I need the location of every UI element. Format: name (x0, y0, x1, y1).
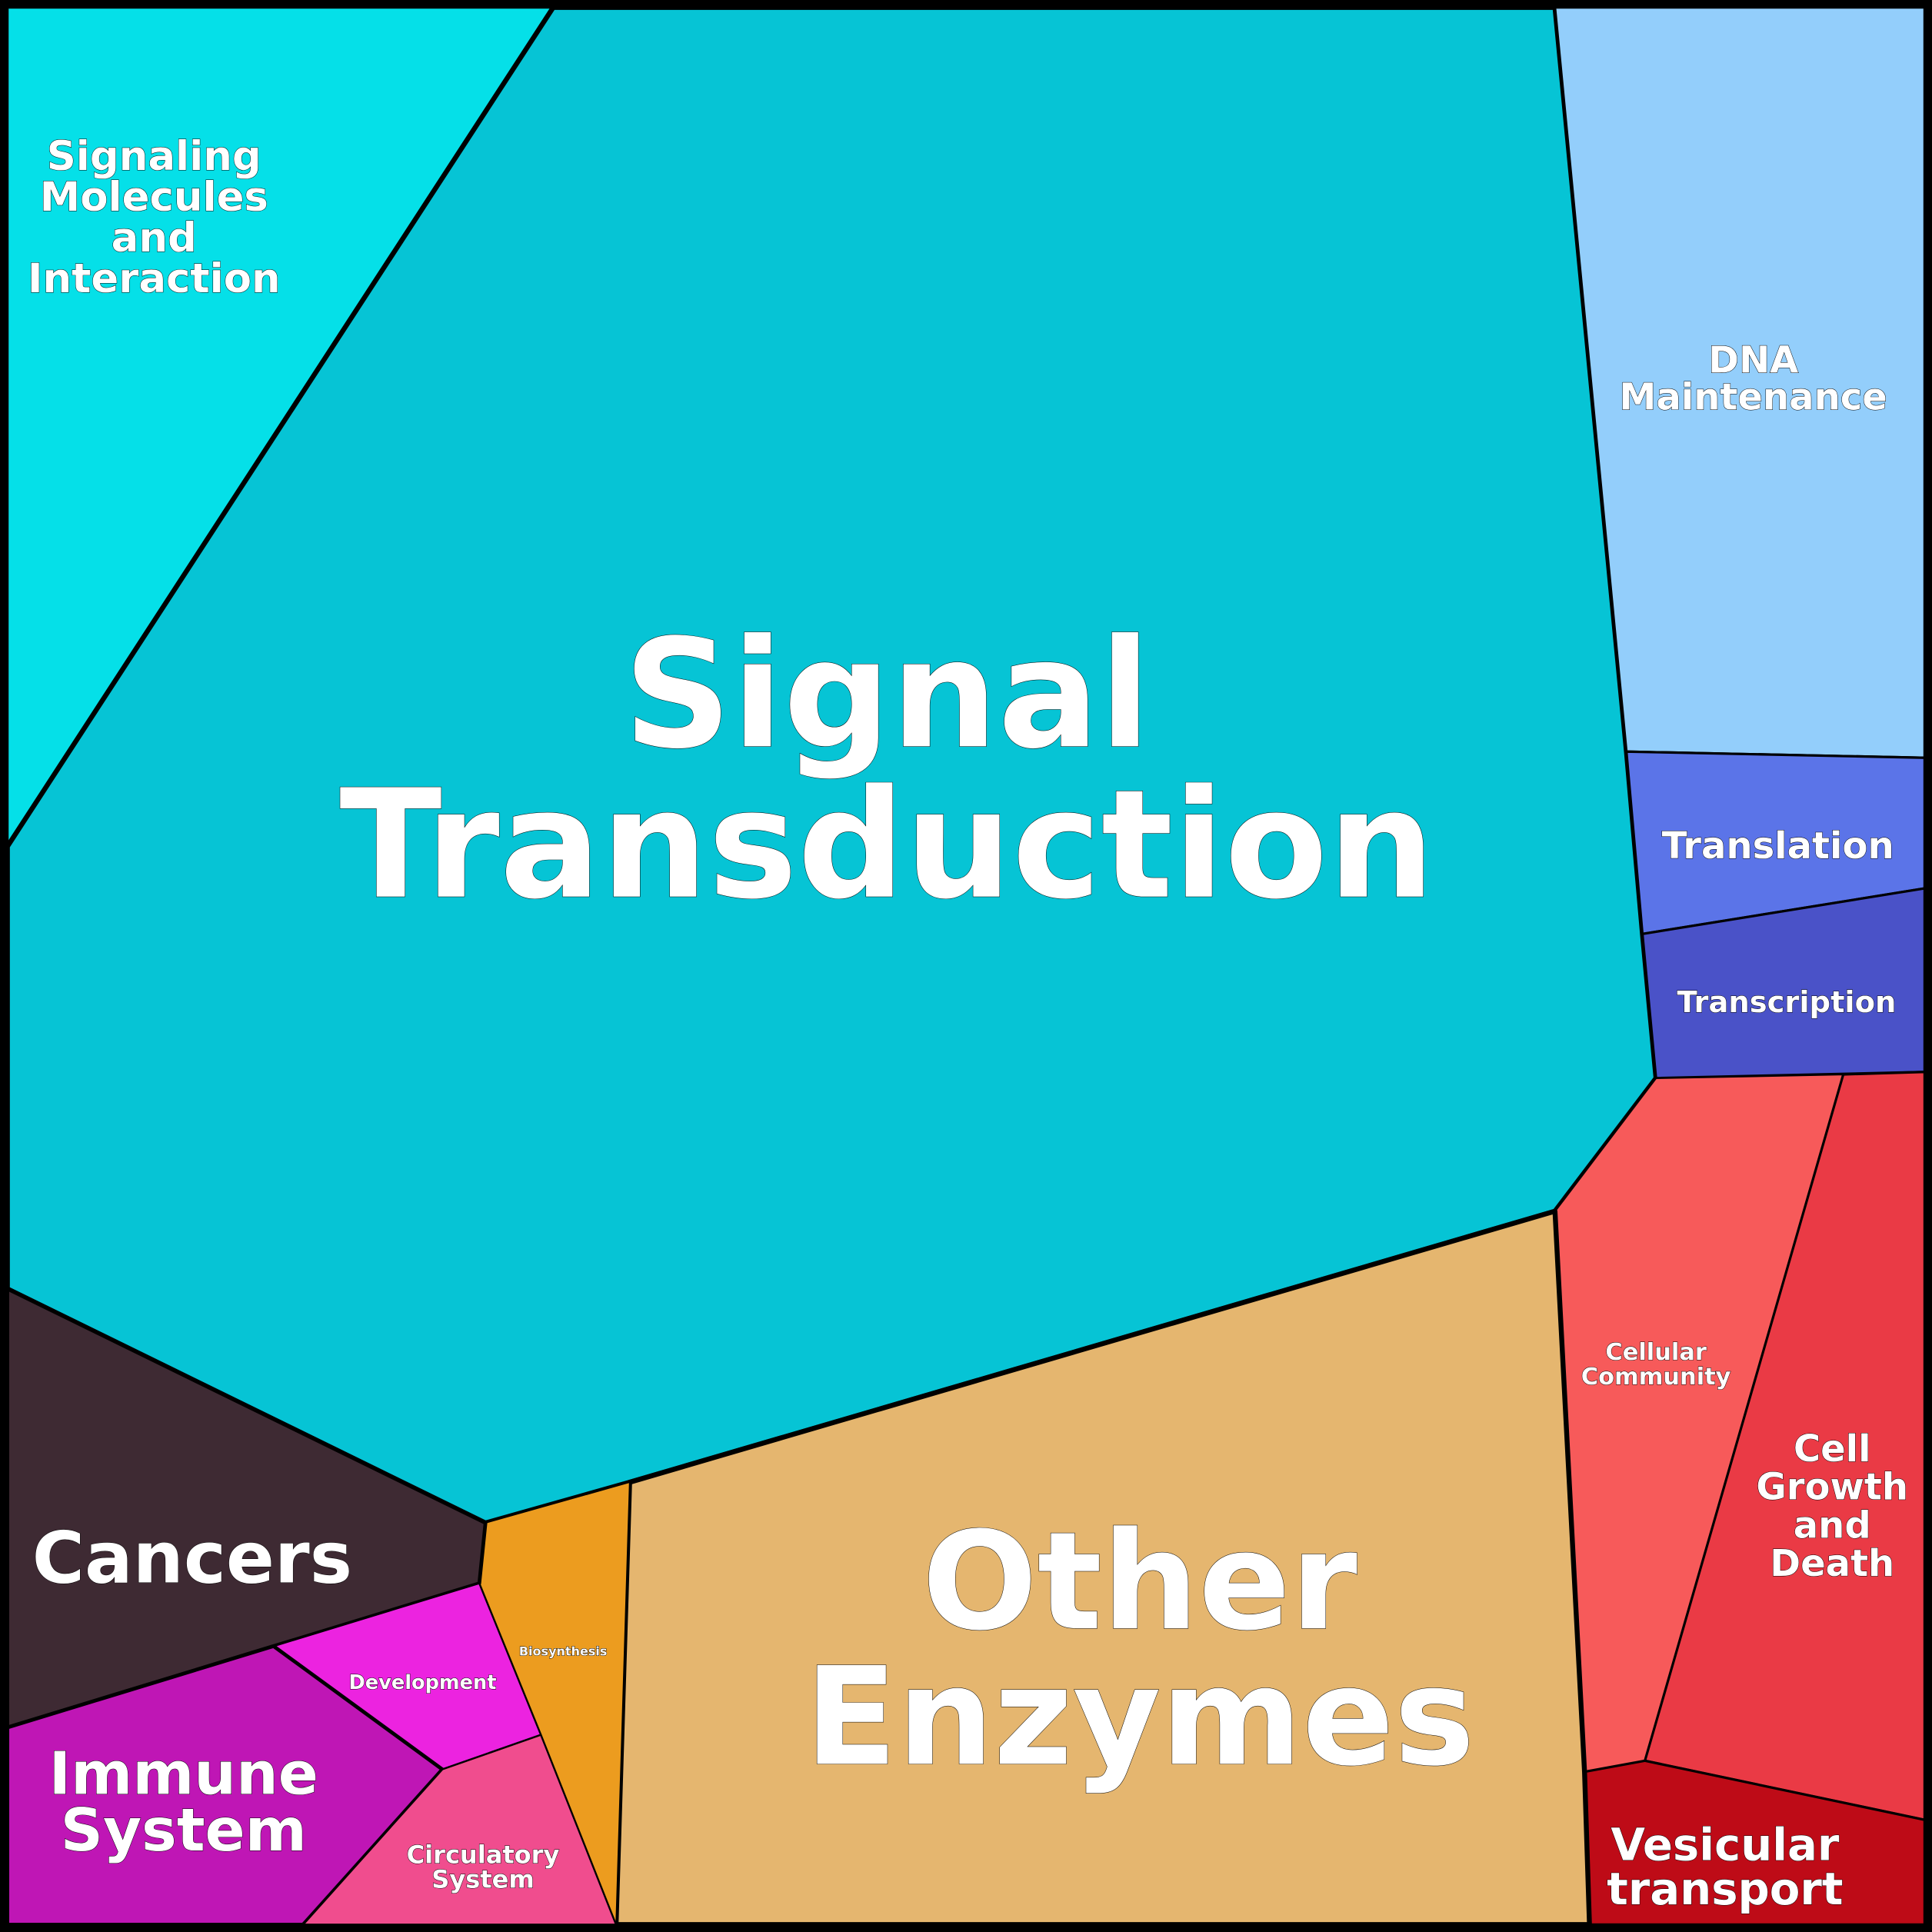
label-line: Vesicular (1611, 1818, 1840, 1870)
label-line: and (112, 215, 197, 261)
label-cellular-community: Cellular Community (1581, 1339, 1731, 1391)
label-line: Signaling (47, 133, 261, 180)
label-cancers: Cancers (32, 1517, 352, 1600)
label-line: Molecules (40, 174, 268, 221)
label-line: transport (1607, 1863, 1843, 1915)
label-line: Death (1770, 1542, 1894, 1585)
label-line: Signal (624, 608, 1151, 782)
label-line: and (1794, 1504, 1871, 1547)
label-transcription: Transcription (1677, 985, 1897, 1020)
label-line: Cellular (1605, 1339, 1706, 1366)
label-line: Circulatory (407, 1840, 560, 1869)
label-cell-growth-and-death: Cell Growth and Death (1756, 1427, 1908, 1585)
label-line: Other (922, 1502, 1357, 1661)
label-line: Cancers (32, 1517, 352, 1600)
label-line: Transduction (339, 758, 1434, 933)
label-line: Biosynthesis (519, 1644, 608, 1658)
label-line: Transcription (1677, 985, 1897, 1020)
label-translation: Translation (1662, 824, 1894, 868)
label-line: System (61, 1797, 307, 1865)
label-dna-maintenance: DNA Maintenance (1620, 339, 1887, 419)
label-line: Maintenance (1620, 376, 1887, 419)
label-development: Development (348, 1671, 496, 1694)
label-line: Growth (1756, 1466, 1908, 1509)
label-line: Cell (1794, 1427, 1871, 1471)
label-signaling-molecules: Signaling Molecules and Interaction (28, 133, 281, 302)
label-line: Immune (49, 1740, 318, 1808)
label-biosynthesis: Biosynthesis (519, 1644, 608, 1658)
label-immune-system: Immune System (49, 1740, 318, 1865)
label-line: Interaction (28, 255, 281, 302)
label-vesicular-transport: Vesicular transport (1607, 1818, 1843, 1915)
label-line: Development (348, 1671, 496, 1694)
label-line: Community (1581, 1364, 1731, 1391)
label-circulatory-system: Circulatory System (407, 1840, 560, 1894)
label-signal-transduction: Signal Transduction (339, 608, 1434, 932)
label-line: DNA (1708, 339, 1798, 382)
label-line: Enzymes (804, 1637, 1474, 1796)
label-other-enzymes: Other Enzymes (804, 1502, 1474, 1796)
label-line: Translation (1662, 824, 1894, 868)
label-line: System (431, 1864, 534, 1894)
